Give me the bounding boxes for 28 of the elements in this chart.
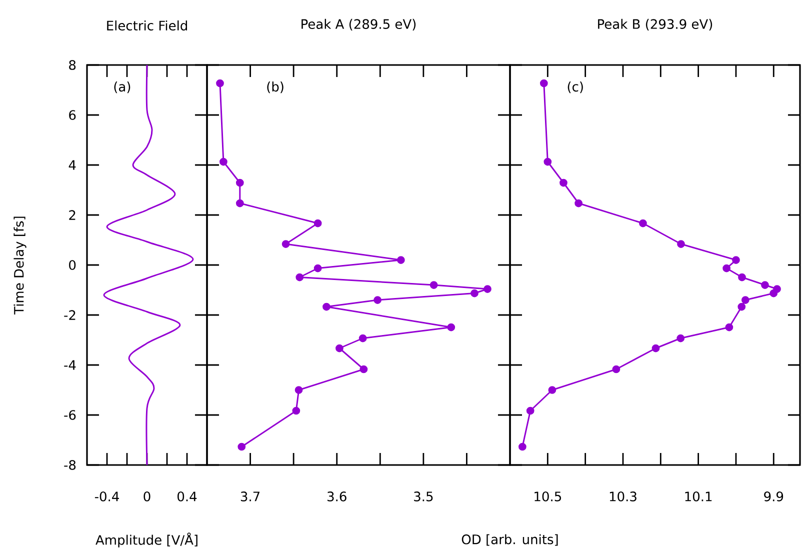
x-tick-label: 10.5: [534, 492, 561, 502]
y-tick-label: -8: [64, 460, 76, 470]
y-tick-label: -6: [64, 410, 76, 420]
x-tick-label: -0.4: [94, 492, 119, 502]
y-tick-label: -4: [64, 360, 76, 370]
y-tick-label: 4: [68, 160, 76, 170]
y-tick-label: 2: [69, 210, 76, 220]
annotation: (a): [114, 82, 130, 94]
x-tick-label: 9.9: [764, 492, 784, 502]
y-axis-title: Time Delay [fs]: [14, 216, 26, 314]
x-tick-label: 0.4: [178, 492, 197, 502]
x-tick-label: 3.5: [414, 492, 433, 502]
annotation: (c): [568, 82, 583, 94]
x-axis-title: Amplitude [V/Å]: [96, 532, 198, 548]
annotation: (b): [267, 82, 284, 94]
x-tick-label: 10.3: [610, 492, 636, 502]
x-tick-label: 3.6: [328, 492, 346, 502]
x-tick-label: 0: [144, 492, 150, 502]
y-tick-label: -2: [64, 310, 76, 320]
x-tick-label: 10.1: [685, 492, 712, 502]
y-tick-label: 8: [69, 60, 76, 70]
y-tick-label: 0: [69, 260, 76, 270]
chart-title: Peak A (289.5 eV): [302, 18, 416, 30]
y-tick-label: 6: [69, 110, 76, 120]
x-axis-title: OD [arb. units]: [462, 534, 558, 546]
chart-title: Peak B (293.9 eV): [598, 18, 712, 30]
chart-title: Electric Field: [107, 20, 187, 30]
x-tick-label: 3.7: [240, 492, 260, 502]
